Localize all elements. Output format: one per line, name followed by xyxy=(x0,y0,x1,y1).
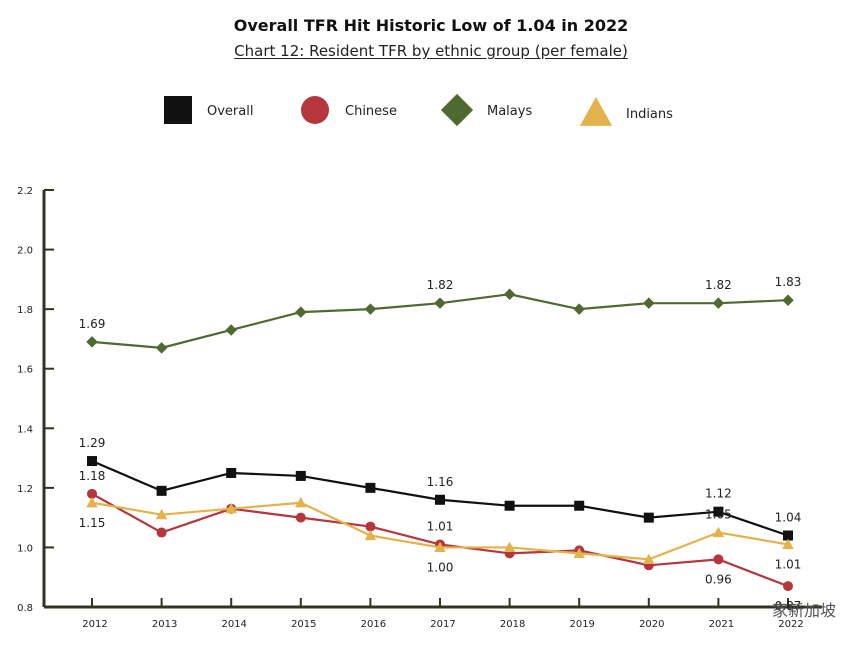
data-point xyxy=(295,512,306,523)
x-tick-label: 2014 xyxy=(221,619,246,630)
data-point xyxy=(225,324,237,336)
data-label: 1.15 xyxy=(79,516,106,530)
x-tick-label: 2016 xyxy=(361,619,386,630)
data-point xyxy=(783,581,793,592)
data-point xyxy=(226,467,237,478)
data-point xyxy=(365,521,376,532)
legend-label: Malays xyxy=(487,104,532,119)
legend-item-malays: Malays xyxy=(440,93,532,127)
axes: 0.8 1.0 1.2 1.4 1.6 1.8 2.0 2.2 2012 2013 2014 2015… xyxy=(17,186,822,630)
data-point xyxy=(295,306,307,318)
data-label: 1.00 xyxy=(427,560,454,574)
data-label: 1.69 xyxy=(79,317,106,331)
data-point xyxy=(782,294,794,306)
y-tick-label: 2.0 xyxy=(17,246,33,257)
legend-marker-circle xyxy=(301,96,329,124)
data-point xyxy=(643,512,654,523)
y-tick-label: 1.4 xyxy=(17,424,33,435)
y-tick-label: 2.2 xyxy=(17,186,33,197)
x-tick-label: 2022 xyxy=(778,619,803,630)
series-overall xyxy=(87,456,793,541)
data-point xyxy=(712,297,725,309)
data-point xyxy=(295,470,306,481)
chart-title: Overall TFR Hit Historic Low of 1.04 in … xyxy=(233,16,629,35)
data-label: 1.12 xyxy=(705,487,732,501)
y-tick-label: 0.8 xyxy=(17,603,33,614)
legend-marker-triangle xyxy=(579,96,613,126)
series-indians xyxy=(86,497,794,564)
data-point xyxy=(503,288,516,300)
data-label: 1.29 xyxy=(79,436,106,450)
data-label: 1.16 xyxy=(427,475,454,489)
x-tick-label: 2021 xyxy=(709,619,734,630)
legend-item-overall: Overall xyxy=(164,96,253,124)
y-tick-label: 1.6 xyxy=(17,365,33,376)
data-point xyxy=(365,482,376,493)
data-label: 1.18 xyxy=(79,469,106,483)
data-point xyxy=(713,554,724,565)
data-point xyxy=(573,303,585,315)
watermark-text: 家新加坡 xyxy=(771,601,836,620)
legend: Overall Chinese Malays Indians xyxy=(164,93,673,127)
data-label: 1.04 xyxy=(775,511,802,525)
x-tick-label: 2018 xyxy=(500,619,525,630)
watermark: 家新加坡 xyxy=(772,597,836,621)
y-tick-label: 1.8 xyxy=(17,305,33,316)
data-point xyxy=(504,500,515,511)
data-point xyxy=(643,553,655,564)
data-point xyxy=(155,342,168,354)
data-point xyxy=(155,508,168,520)
data-point xyxy=(782,538,794,550)
data-label: 0.87 xyxy=(775,599,802,613)
data-point xyxy=(712,526,725,538)
x-tick-label: 2019 xyxy=(569,619,594,630)
data-label: 0.96 xyxy=(705,572,732,586)
legend-marker-diamond xyxy=(440,93,474,127)
data-point xyxy=(87,456,97,467)
y-tick-label: 1.2 xyxy=(17,484,33,495)
data-point xyxy=(434,297,446,309)
data-point xyxy=(364,529,377,541)
x-tick-label: 2020 xyxy=(639,619,664,630)
x-tick-label: 2017 xyxy=(430,619,455,630)
data-labels: 1.29 1.16 1.12 1.04 1.18 1.01 0.96 0.87 1.69 1.82… xyxy=(79,275,802,613)
data-point xyxy=(713,506,724,517)
legend-label: Chinese xyxy=(345,104,397,119)
data-point xyxy=(503,541,516,553)
data-point xyxy=(435,494,445,505)
data-point xyxy=(574,500,585,511)
data-label: 1.82 xyxy=(427,278,454,292)
data-point xyxy=(434,541,446,553)
data-point xyxy=(295,497,307,508)
data-label: 1.05 xyxy=(705,508,732,522)
data-point xyxy=(156,485,167,496)
series-layer xyxy=(86,288,794,592)
data-point xyxy=(643,297,655,309)
data-label: 1.01 xyxy=(427,519,454,533)
data-point xyxy=(225,502,237,514)
data-label: 1.82 xyxy=(705,278,732,292)
data-point xyxy=(783,530,793,541)
data-point xyxy=(86,336,98,348)
legend-label: Indians xyxy=(626,107,673,122)
x-tick-label: 2012 xyxy=(82,619,107,630)
legend-marker-square xyxy=(164,96,192,124)
data-label: 1.83 xyxy=(775,275,802,289)
legend-item-indians: Indians xyxy=(579,96,673,126)
legend-item-chinese: Chinese xyxy=(301,96,397,124)
x-tick-label: 2015 xyxy=(291,619,316,630)
data-label: 1.01 xyxy=(775,557,802,571)
x-tick-label: 2013 xyxy=(152,619,177,630)
data-point xyxy=(86,497,98,508)
chart-subtitle: Chart 12: Resident TFR by ethnic group (… xyxy=(0,42,862,60)
y-tick-label: 1.0 xyxy=(17,543,33,554)
data-point xyxy=(364,303,377,315)
legend-label: Overall xyxy=(207,104,253,119)
data-point xyxy=(156,527,167,538)
data-point xyxy=(87,488,97,499)
chart-subtitle-text: Chart 12: Resident TFR by ethnic group (… xyxy=(234,42,628,60)
data-point xyxy=(573,547,585,558)
series-malays xyxy=(86,288,794,354)
